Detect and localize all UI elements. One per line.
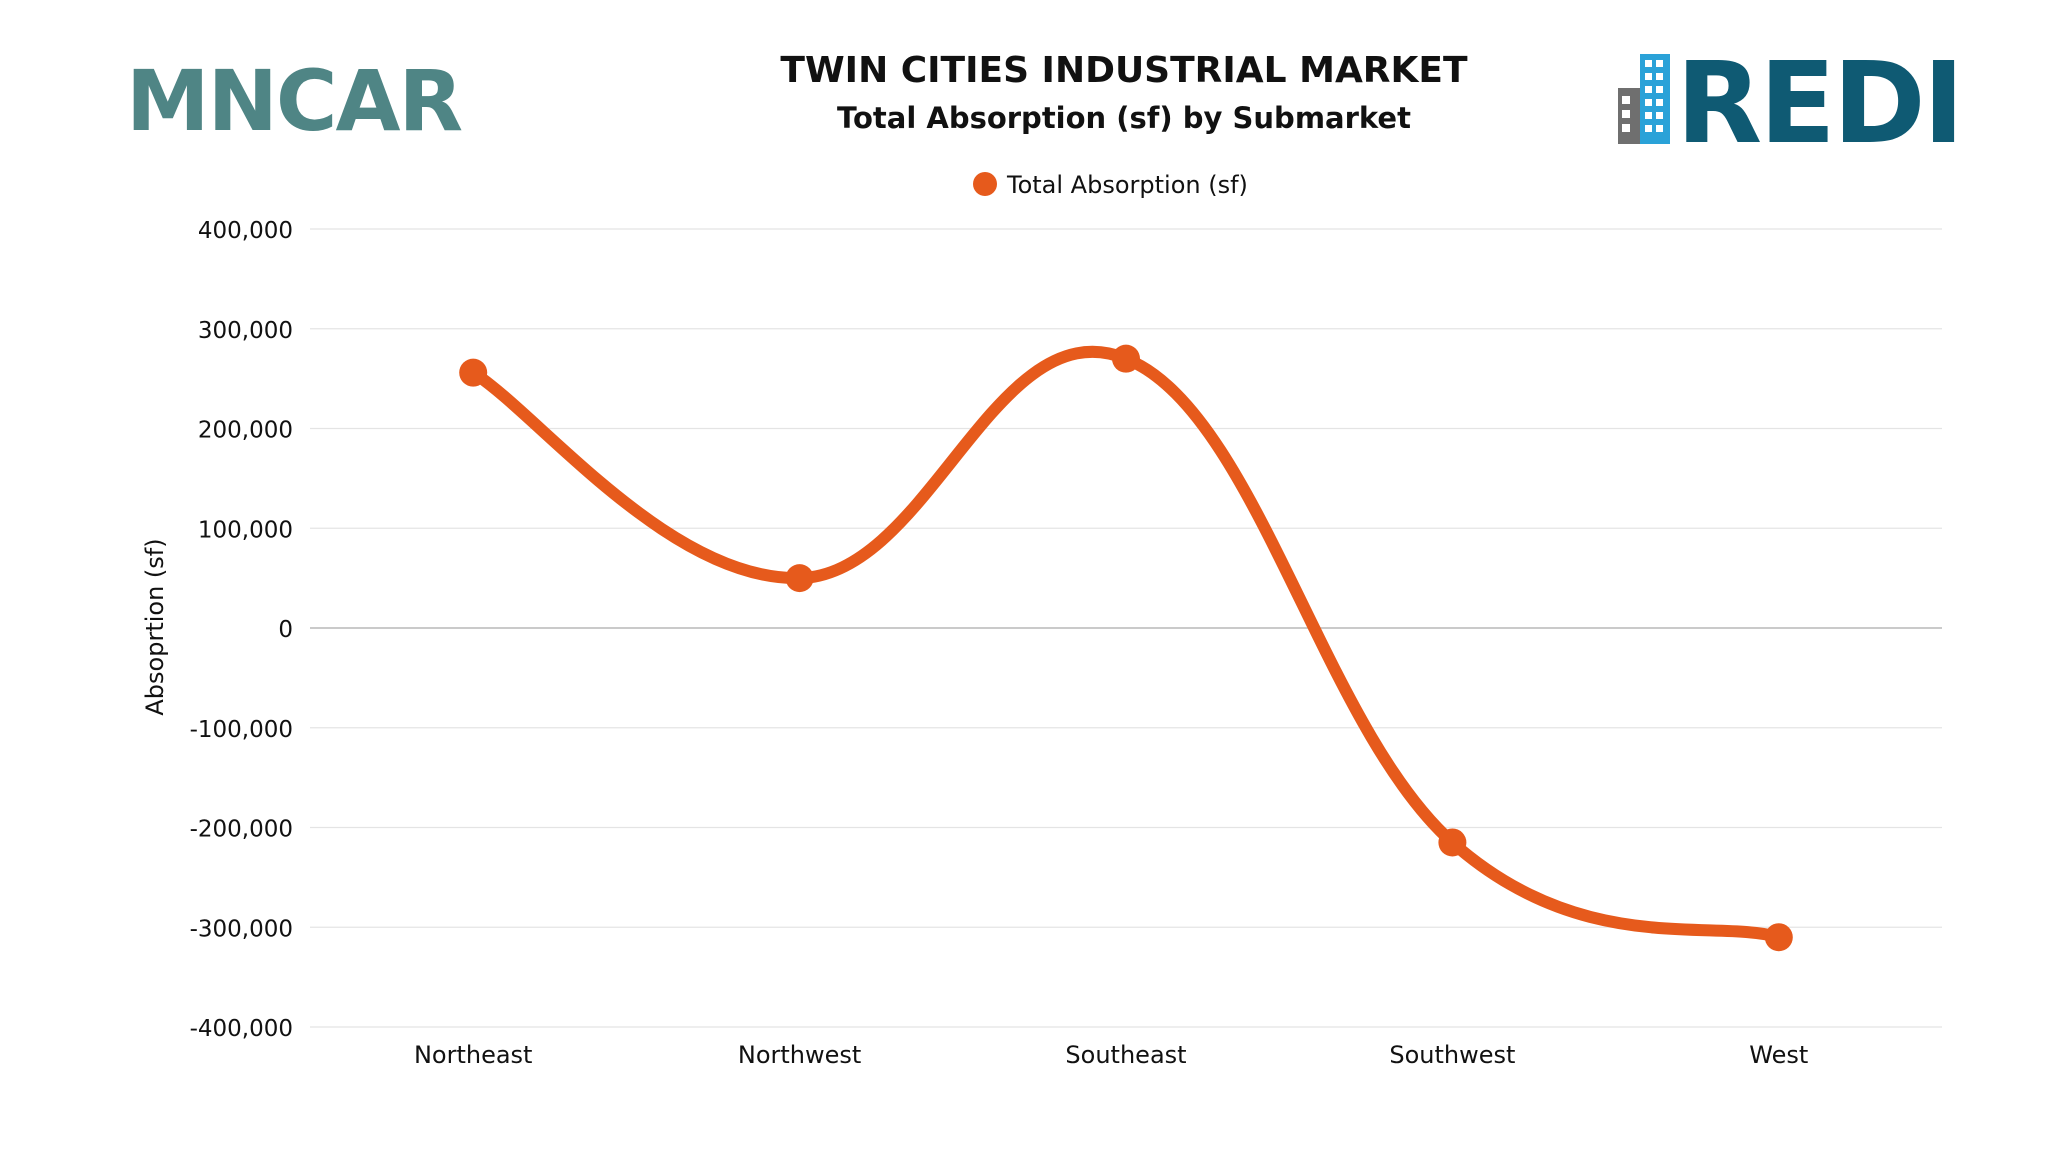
points-layer [459,344,1793,952]
x-tick-label: Northwest [738,1041,861,1069]
grid [310,228,1942,1028]
data-point-northeast [459,358,488,387]
series-layer [467,345,1785,944]
mncar-logo: MNCAR [126,52,464,150]
y-tick-label: -200,000 [190,817,293,843]
data-point-southwest [1438,828,1467,857]
chart-subtitle: Total Absorption (sf) by Submarket [837,101,1411,135]
y-tick-label: 400,000 [198,218,293,244]
redi-logo-text: REDI [1676,39,1961,169]
legend-marker [973,172,997,196]
y-axis-title: Absoprtion (sf) [141,538,169,715]
y-tick-label: 100,000 [198,517,293,543]
legend: Total Absorption (sf) [973,171,1248,199]
data-point-southeast [1112,344,1140,373]
x-axis-ticks: Northeast Northwest Southeast Southwest West [414,1041,1808,1069]
y-tick-label: 300,000 [198,318,293,344]
data-point-west [1764,923,1793,952]
mncar-logo-text: MNCAR [126,52,462,150]
x-tick-label: Northeast [414,1041,533,1069]
legend-label: Total Absorption (sf) [1006,171,1248,199]
y-axis-ticks: 400,000 300,000 200,000 100,000 0 -100,000 -20… [190,218,293,1042]
x-tick-label: Southeast [1065,1041,1186,1069]
data-point-northwest [785,564,814,593]
y-tick-label: -400,000 [190,1016,293,1042]
y-tick-label: 200,000 [198,418,293,444]
series-line [467,345,1785,944]
y-tick-label: 0 [278,617,293,643]
y-tick-label: -300,000 [190,916,293,942]
building-icon [1618,54,1670,144]
y-tick-label: -100,000 [190,717,293,743]
x-tick-label: Southwest [1389,1041,1515,1069]
redi-logo: REDI [1618,39,1964,169]
x-tick-label: West [1749,1041,1808,1069]
chart-title: TWIN CITIES INDUSTRIAL MARKET [780,50,1468,91]
